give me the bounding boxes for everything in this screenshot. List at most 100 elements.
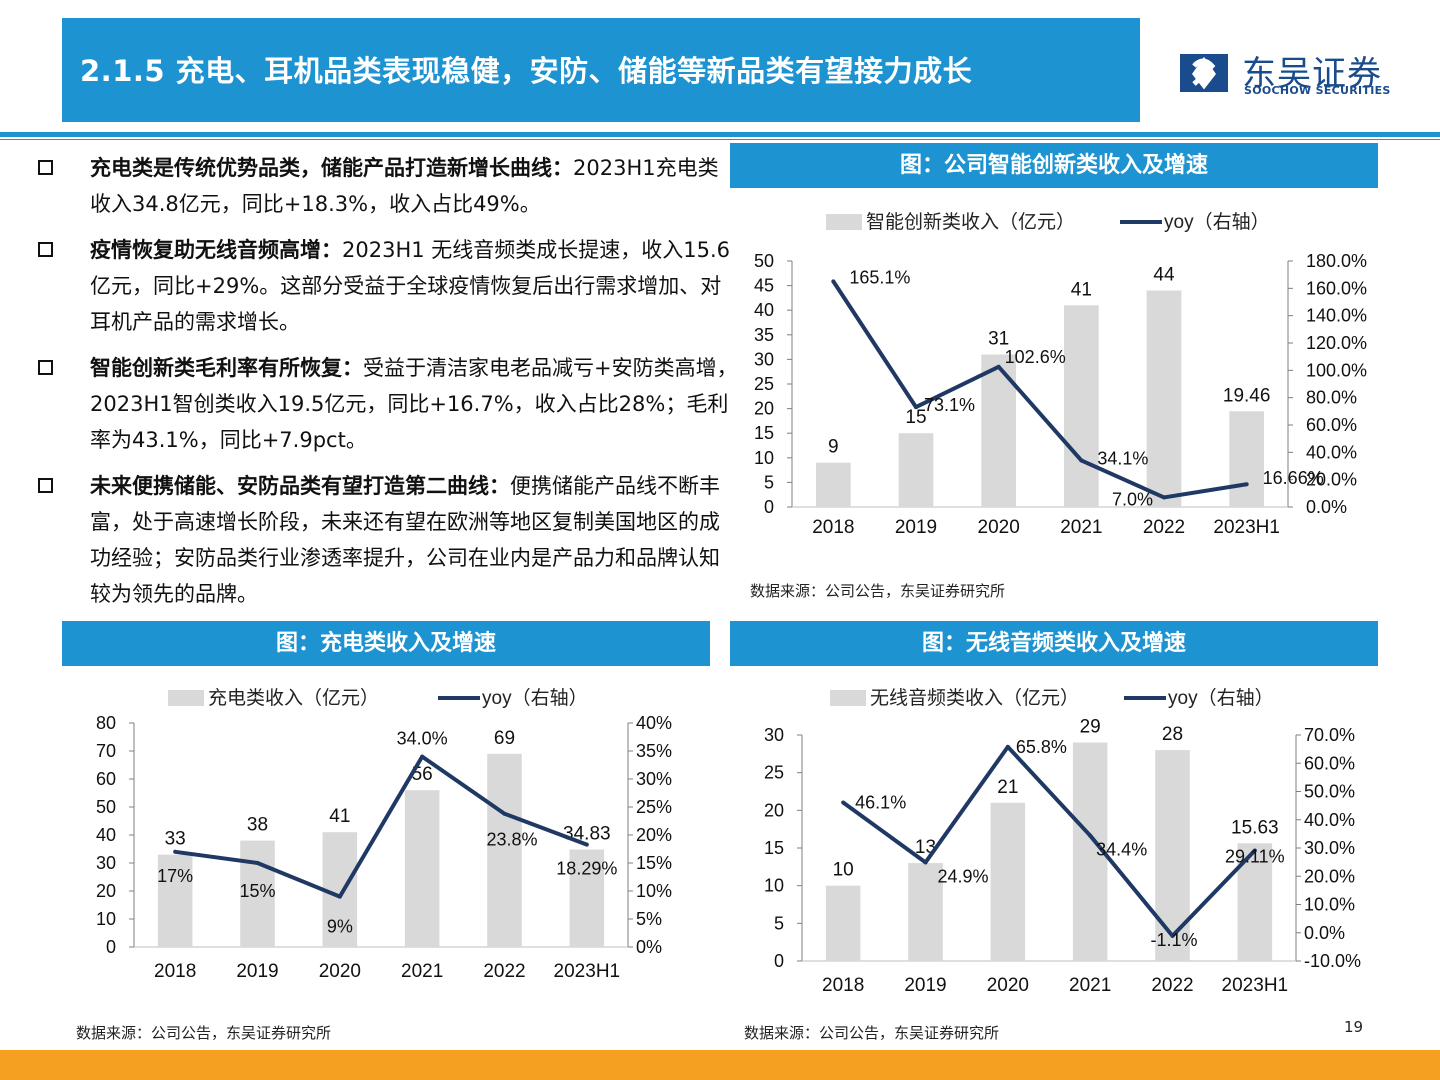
y-left-tick-label: 30 [96,853,116,873]
y-left-tick-label: 60 [96,769,116,789]
legend-bar-label: 智能创新类收入（亿元） [866,211,1075,233]
legend-bar-swatch [830,690,866,706]
y-left-tick-label: 70 [96,741,116,761]
bar-value-label: 44 [1153,265,1175,286]
yoy-value-label: 29.11% [1225,847,1285,867]
bar [157,854,193,947]
bar [487,753,522,947]
charge-chart-source: 数据来源：公司公告，东吴证券研究所 [76,1024,332,1042]
y-left-tick-label: 10 [96,909,116,929]
y-right-tick-label: 40.0% [1306,442,1357,462]
soochow-logo-icon [1180,54,1228,92]
y-left-tick-label: 30 [754,349,774,369]
audio-chart-title: 图：无线音频类收入及增速 [730,621,1378,666]
yoy-value-label: 34.0% [397,729,448,749]
y-left-tick-label: 35 [754,325,774,345]
bullet-text: 便携储能产品线不断丰富，处于高速增长阶段，未来还有望在欧洲等地区复制美国地区的成… [90,474,720,606]
header-divider [0,132,1440,137]
y-left-tick-label: 0 [764,497,774,517]
legend-bar-label: 无线音频类收入（亿元） [870,687,1079,709]
x-category-label: 2022 [483,961,525,982]
header-divider-thin [0,139,1440,140]
bar-value-label: 38 [247,815,268,836]
x-category-label: 2020 [319,961,361,982]
x-category-label: 2018 [154,961,196,982]
y-right-tick-label: 60.0% [1306,415,1357,435]
bar [404,790,440,947]
y-left-tick-label: 20 [754,399,774,419]
y-left-tick-label: 50 [96,797,116,817]
yoy-value-label: 23.8% [487,830,538,850]
yoy-point [1252,848,1257,853]
bar [825,885,861,961]
yoy-point [1162,495,1166,500]
yoy-value-label: 102.6% [1005,347,1066,367]
x-category-label: 2018 [822,975,864,996]
y-left-tick-label: 80 [96,713,116,733]
y-right-tick-label: -10.0% [1304,951,1361,971]
yoy-point [584,842,589,847]
y-right-tick-label: 100.0% [1306,360,1367,380]
bullet-item: 未来便携储能、安防品类有望打造第二曲线：便携储能产品线不断丰富，处于高速增长阶段… [38,468,738,612]
y-left-tick-label: 20 [96,881,116,901]
yoy-line [831,280,1247,500]
y-right-tick-label: 10% [636,881,672,901]
y-right-tick-label: 25% [636,797,672,817]
legend-bar-swatch [168,690,204,706]
yoy-point [337,894,342,899]
yoy-point [420,754,425,759]
y-left-tick-label: 40 [96,825,116,845]
page-title: 2.1.5 充电、耳机品类表现稳健，安防、储能等新品类有望接力成长 [80,54,973,88]
yoy-value-label: 165.1% [849,267,910,287]
yoy-point [1005,744,1010,749]
bar-value-label: 15 [905,407,926,428]
y-left-tick-label: 10 [764,876,784,896]
x-category-label: 2021 [1060,517,1102,538]
bullet-item: 疫情恢复助无线音频高增：2023H1 无线音频类成长提速，收入15.6亿元，同比… [38,232,738,340]
bullet-heading: 疫情恢复助无线音频高增： [90,238,342,262]
yoy-point [173,849,178,854]
y-left-tick-label: 5 [764,472,774,492]
yoy-value-label: -1.1% [1151,930,1198,950]
y-left-tick-label: 15 [754,423,774,443]
bar [1146,290,1182,507]
y-left-tick-label: 20 [764,800,784,820]
y-right-tick-label: 5% [636,909,662,929]
y-right-tick-label: 80.0% [1306,388,1357,408]
bar [1229,411,1265,507]
x-category-label: 2023H1 [1222,975,1289,996]
yoy-value-label: 73.1% [924,395,975,415]
y-left-tick-label: 50 [754,251,774,271]
y-left-tick-label: 45 [754,276,774,296]
page-number: 19 [1344,1018,1364,1036]
charge-chart-svg: 充电类收入（亿元） yoy（右轴） 0 10 20 30 40 50 60 70 80 0% 5% 10%… [96,687,672,982]
bar [569,849,605,947]
checkbox-bullet-icon [38,160,53,175]
legend-line-label: yoy（右轴） [482,687,588,709]
audio-chart-source: 数据来源：公司公告，东吴证券研究所 [744,1024,1000,1042]
bullet-heading: 智能创新类毛利率有所恢复： [90,356,363,380]
logo-english-name: SOOCHOW SECURITIES [1244,84,1391,97]
yoy-point [255,861,260,865]
bar-value-label: 21 [997,777,1018,798]
y-left-tick-label: 25 [764,763,784,783]
checkbox-bullet-icon [38,242,53,257]
legend-bar-swatch [826,214,862,230]
bar [908,863,943,961]
bar-value-label: 29 [1080,717,1101,738]
bar-value-label: 41 [329,806,350,827]
bar-value-label: 10 [833,860,854,881]
y-right-tick-label: 30% [636,769,672,789]
yoy-point [914,405,918,410]
legend-bar-label: 充电类收入（亿元） [208,687,379,709]
y-right-tick-label: 20.0% [1304,866,1355,886]
yoy-point [1244,482,1249,487]
y-right-tick-label: 15% [636,853,672,873]
x-category-label: 2023H1 [1213,517,1280,538]
charge-chart-title: 图：充电类收入及增速 [62,621,710,666]
y-left-tick-label: 0 [106,937,116,957]
yoy-value-label: 9% [327,917,353,937]
bar-value-label: 19.46 [1223,385,1271,406]
bar-value-label: 69 [494,728,515,749]
bullet-heading: 充电类是传统优势品类，储能产品打造新增长曲线： [90,156,573,180]
